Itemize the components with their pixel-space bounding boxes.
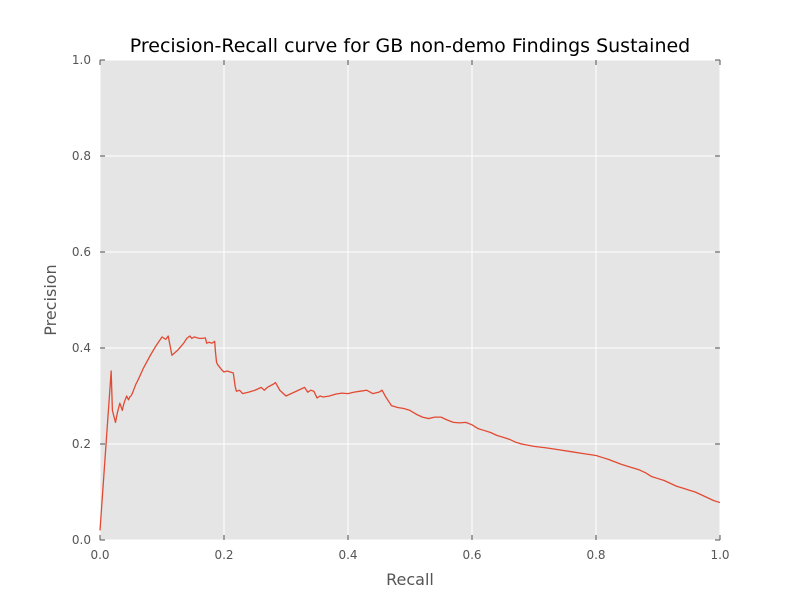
y-tick-label: 0.8	[72, 149, 91, 163]
pr-curve-line	[99, 335, 721, 531]
tick-marks	[99, 59, 721, 541]
y-tick-label: 0.4	[72, 341, 91, 355]
y-axis-label: Precision	[41, 264, 60, 335]
x-tick-label: 0.8	[586, 548, 605, 562]
x-tick-label: 0.2	[214, 548, 233, 562]
x-axis-label: Recall	[386, 570, 434, 589]
y-tick-label: 0.0	[72, 533, 91, 547]
y-tick-label: 0.6	[72, 245, 91, 259]
grid-lines	[99, 59, 721, 541]
x-tick-label: 0.0	[90, 548, 109, 562]
plot-area	[100, 60, 720, 540]
y-tick-label: 0.2	[72, 437, 91, 451]
series-layer	[99, 335, 721, 531]
x-tick-label: 0.6	[462, 548, 481, 562]
y-tick-label: 1.0	[72, 53, 91, 67]
chart-title: Precision-Recall curve for GB non-demo F…	[130, 35, 691, 57]
x-tick-label: 0.4	[338, 548, 357, 562]
x-tick-label: 1.0	[710, 548, 729, 562]
tick-labels: 0.0 0.2 0.4 0.6 0.8 1.0 0.0 0.2 0.4 0.6 0.8 1.0	[72, 53, 730, 562]
